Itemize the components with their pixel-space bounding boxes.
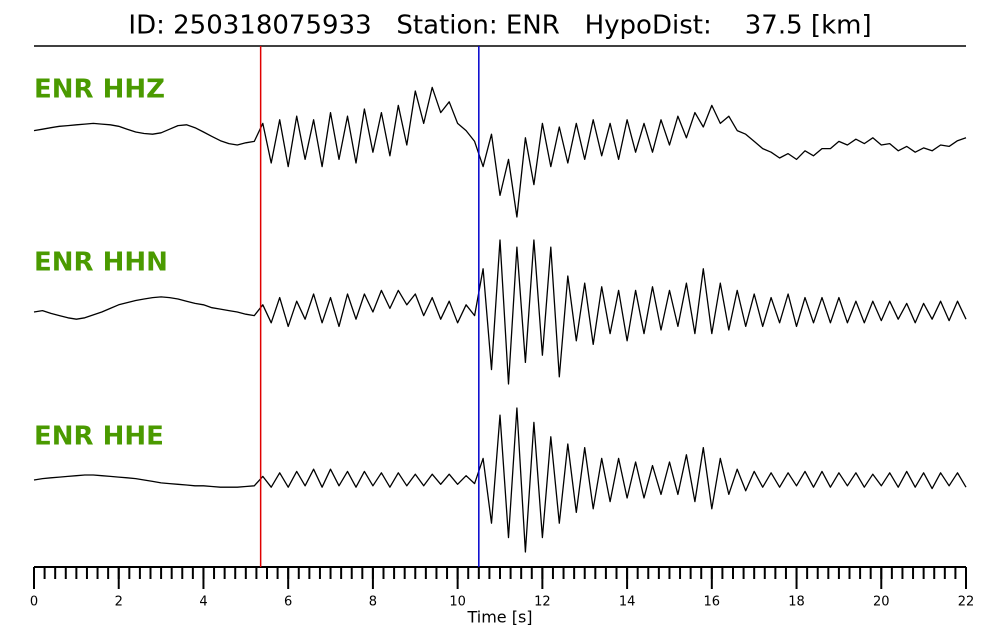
x-tick-label: 20 <box>873 595 890 610</box>
x-tick-label: 22 <box>958 595 975 610</box>
x-tick-label: 8 <box>369 595 377 610</box>
x-tick-label: 4 <box>199 595 207 610</box>
x-tick-label: 6 <box>284 595 292 610</box>
waveform <box>33 86 967 218</box>
x-tick-label: 0 <box>30 595 38 610</box>
x-tick-label: 10 <box>449 595 466 610</box>
waveform <box>33 239 967 385</box>
x-axis-label: Time [s] <box>466 608 532 627</box>
waveform <box>33 407 967 553</box>
trace-label: ENR HHE <box>34 422 164 452</box>
x-tick-label: 12 <box>534 595 551 610</box>
trace-label: ENR HHN <box>34 248 168 278</box>
x-tick-label: 14 <box>619 595 636 610</box>
x-tick-label: 16 <box>704 595 721 610</box>
x-tick-label: 2 <box>115 595 123 610</box>
chart-title: ID: 250318075933 Station: ENR HypoDist: … <box>128 11 871 41</box>
trace-label: ENR HHZ <box>34 75 165 105</box>
x-tick-label: 18 <box>788 595 805 610</box>
